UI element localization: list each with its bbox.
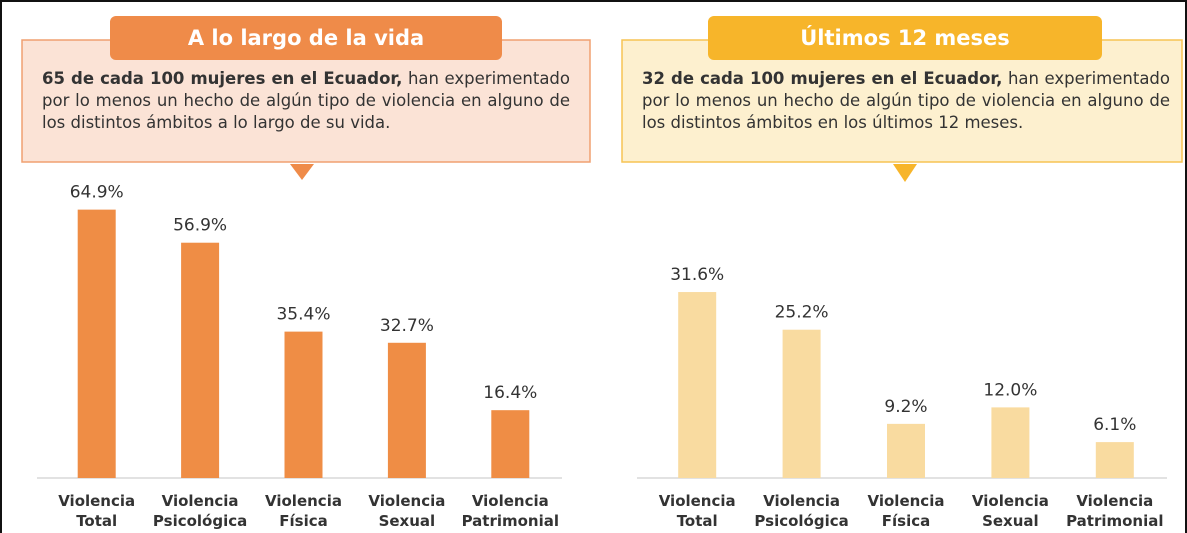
description: 65 de cada 100 mujeres en el Ecuador, ha…	[42, 68, 570, 134]
pointer	[290, 164, 314, 180]
x-tick-label: Violencia Psicológica	[754, 492, 849, 530]
bar	[678, 292, 717, 478]
left-panel-frame	[21, 16, 591, 180]
x-tick-label: Violencia Física	[265, 492, 342, 530]
description-bold: 65 de cada 100 mujeres en el Ecuador,	[42, 69, 403, 88]
bar	[782, 329, 821, 478]
value-label: 12.0%	[983, 380, 1037, 400]
x-tick-label: Violencia Patrimonial	[1066, 492, 1164, 530]
bar	[77, 209, 116, 478]
title-box	[708, 16, 1102, 60]
chart-title: Últimos 12 meses	[800, 26, 1010, 50]
value-label: 31.6%	[670, 265, 724, 285]
bar	[491, 410, 530, 478]
x-tick-label: Violencia Sexual	[971, 492, 1049, 530]
value-label: 25.2%	[775, 303, 829, 323]
x-tick-label: Violencia Psicológica	[152, 492, 248, 530]
value-label: 9.2%	[884, 397, 927, 417]
bar	[181, 242, 220, 478]
bar	[387, 342, 426, 478]
description-box	[621, 39, 1183, 163]
bar	[991, 407, 1030, 478]
value-label: 64.9%	[70, 183, 124, 203]
pointer	[893, 164, 917, 182]
value-label: 16.4%	[483, 383, 537, 403]
right-panel-frame	[621, 16, 1183, 182]
x-tick-label: Violencia Patrimonial	[461, 492, 560, 530]
chart-title: A lo largo de la vida	[187, 26, 425, 50]
description-bold: 32 de cada 100 mujeres en el Ecuador,	[642, 69, 1003, 88]
x-tick-label: Violencia Total	[58, 492, 136, 530]
description: 32 de cada 100 mujeres en el Ecuador, ha…	[642, 68, 1170, 134]
x-tick-label: Violencia Física	[867, 492, 945, 530]
value-label: 32.7%	[380, 316, 434, 336]
value-label: 56.9%	[173, 216, 227, 236]
bar	[887, 423, 925, 478]
title-box	[110, 16, 502, 60]
bar	[284, 331, 323, 478]
value-label: 6.1%	[1093, 415, 1136, 435]
x-tick-label: Violencia Total	[658, 492, 736, 530]
value-label: 35.4%	[276, 305, 330, 325]
description-box	[21, 39, 591, 163]
x-tick-label: Violencia Sexual	[368, 492, 446, 530]
description-text: han experimentado por lo menos un hecho …	[42, 69, 570, 132]
bar	[1095, 442, 1134, 478]
description-text: han experimentado por lo menos un hecho …	[642, 69, 1170, 132]
